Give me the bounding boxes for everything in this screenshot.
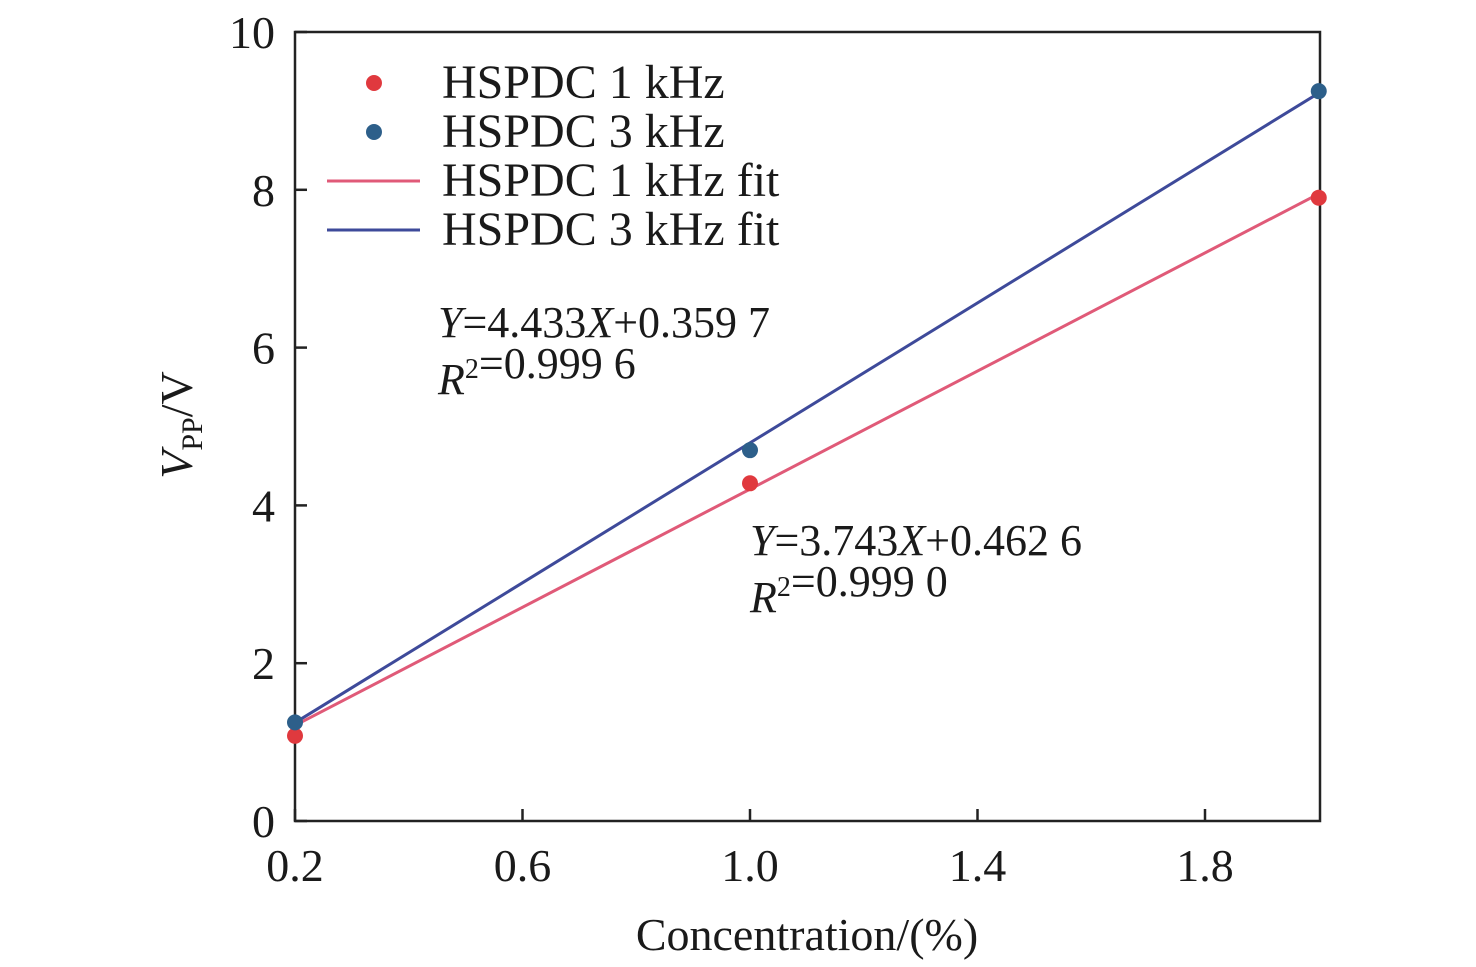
- fit-equation-line: Y=4.433X+0.359 7: [438, 298, 770, 347]
- fit-equation-part: +0.462 6: [925, 516, 1082, 565]
- x-axis-title: Concentration/(%): [636, 909, 978, 960]
- plot-frame: [293, 30, 1322, 823]
- tick-labels: 0.2 0.6 1.0 1.4 1.8 0 2 4 6 8 10: [229, 7, 1234, 891]
- x-tick-label: 1.8: [1176, 840, 1234, 891]
- x-tick-label: 1.0: [721, 840, 779, 891]
- fit-equation-part: R: [437, 355, 465, 404]
- fit-equation-line: R2=0.999 0: [749, 557, 948, 622]
- legend-marker: [366, 75, 382, 91]
- legend-label: HSPDC 1 kHz: [442, 56, 725, 109]
- legend-marker: [366, 124, 382, 140]
- fit-equation-part: =0.999 6: [479, 339, 636, 388]
- fit-equation-part: =0.999 0: [791, 557, 948, 606]
- legend-label: HSPDC 3 kHz fit: [442, 203, 780, 256]
- y-tick-label: 10: [229, 7, 275, 58]
- fit-equation-part: =3.743: [774, 516, 898, 565]
- fit-equation-part: =4.433: [462, 298, 586, 347]
- axis-ticks: [293, 30, 1207, 823]
- y-axis-title: VPP/V: [151, 371, 209, 478]
- fit-line: [294, 91, 1320, 724]
- x-tick-label: 0.6: [494, 840, 552, 891]
- y-axis-title-rest: /V: [151, 371, 202, 417]
- fit-equation-part: X: [896, 516, 927, 565]
- fit-equation-part: 2: [777, 572, 791, 603]
- fit-annotations: Y=4.433X+0.359 7R2=0.999 6Y=3.743X+0.462…: [437, 298, 1082, 622]
- data-point: [742, 475, 758, 492]
- data-point: [287, 714, 303, 731]
- legend-label: HSPDC 3 kHz: [442, 105, 725, 158]
- fit-equation-part: +0.359 7: [613, 298, 770, 347]
- fit-equation-part: Y: [750, 516, 779, 565]
- fit-line: [294, 192, 1320, 727]
- data-point: [742, 442, 758, 459]
- fit-equation-part: R: [749, 573, 777, 622]
- y-tick-label: 6: [252, 323, 275, 374]
- y-tick-label: 4: [252, 480, 275, 531]
- data-point: [1310, 83, 1327, 100]
- fit-equation-line: Y=3.743X+0.462 6: [750, 516, 1082, 565]
- data-points: [287, 83, 1327, 744]
- y-axis-title-sub: PP: [176, 417, 209, 450]
- fit-lines: [294, 91, 1320, 727]
- fit-equation-part: 2: [465, 354, 479, 385]
- y-tick-label: 2: [252, 638, 275, 689]
- fit-equation-line: R2=0.999 6: [437, 339, 636, 404]
- y-tick-label: 8: [252, 165, 275, 216]
- fit-equation-part: X: [584, 298, 615, 347]
- x-tick-label: 1.4: [949, 840, 1007, 891]
- legend-label: HSPDC 1 kHz fit: [442, 154, 780, 207]
- y-axis-title-main: V: [151, 446, 202, 479]
- fit-equation-part: Y: [438, 298, 467, 347]
- data-point: [1310, 189, 1327, 206]
- data-point: [287, 727, 303, 744]
- y-tick-label: 0: [252, 796, 275, 847]
- x-tick-label: 0.2: [266, 840, 324, 891]
